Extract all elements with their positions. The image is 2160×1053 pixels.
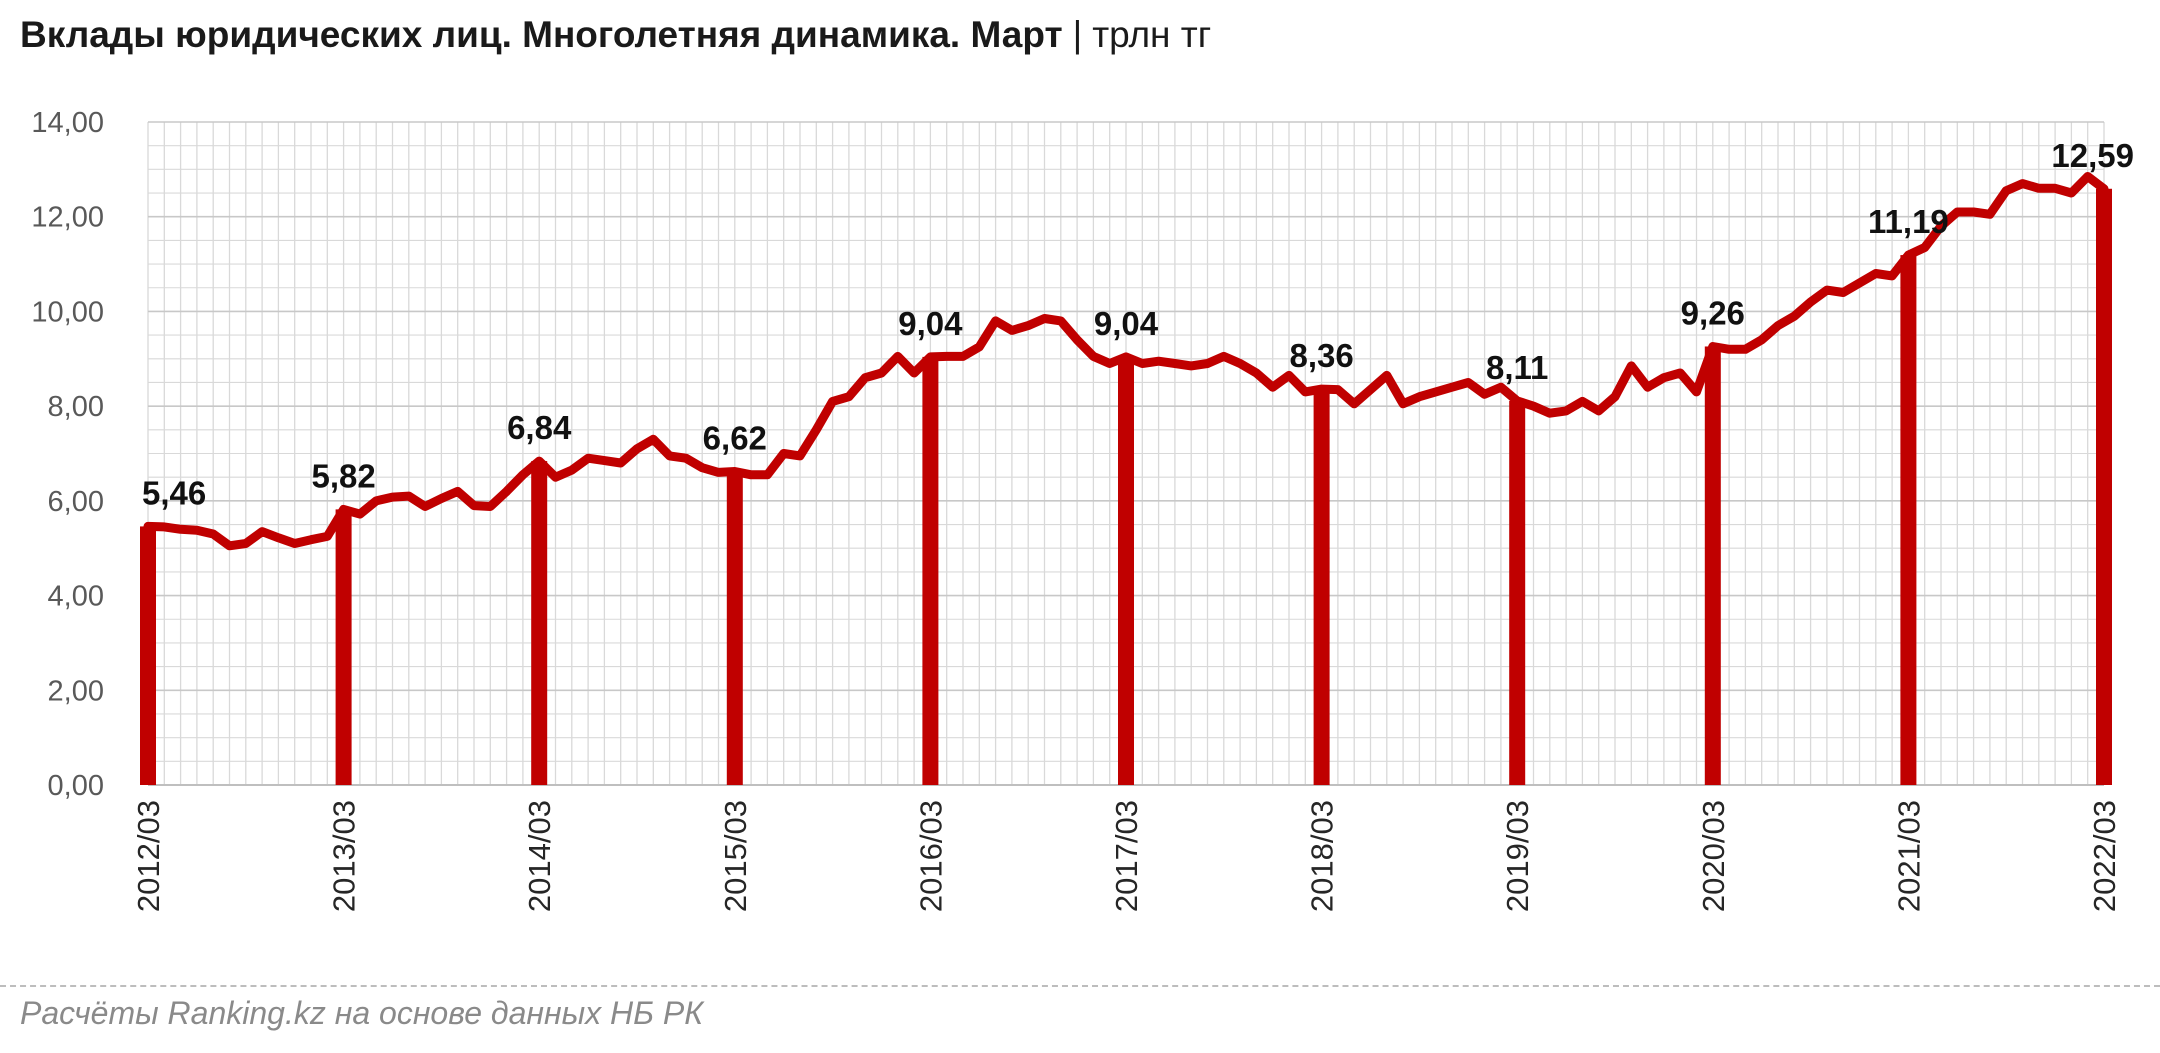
y-tick-label: 2,00 <box>48 675 104 707</box>
title-separator: | <box>1072 14 1083 55</box>
data-label: 5,82 <box>311 457 375 494</box>
bar-march <box>1900 255 1917 785</box>
y-tick-label: 0,00 <box>48 770 104 802</box>
series-line <box>143 172 2109 551</box>
data-label: 8,11 <box>1486 349 1548 386</box>
x-tick-label: 2012/03 <box>131 800 166 912</box>
x-tick-label: 2013/03 <box>327 800 362 912</box>
chart-title-text: Вклады юридических лиц. Многолетняя дина… <box>20 14 1063 55</box>
bar-march <box>531 461 548 785</box>
data-label: 8,36 <box>1289 337 1353 374</box>
x-tick-label: 2014/03 <box>522 800 557 912</box>
bars-layer <box>140 188 2112 786</box>
data-label: 9,04 <box>1094 305 1159 342</box>
x-tick-label: 2022/03 <box>2087 800 2122 912</box>
y-tick-label: 12,00 <box>31 202 104 234</box>
bar-march <box>1509 400 1526 785</box>
y-tick-label: 6,00 <box>48 486 104 518</box>
data-label: 9,04 <box>898 305 963 342</box>
y-tick-label: 10,00 <box>31 296 104 328</box>
data-label: 9,26 <box>1681 294 1745 331</box>
footer-divider <box>0 985 2160 987</box>
x-tick-label: 2021/03 <box>1891 800 1926 912</box>
y-tick-label: 8,00 <box>48 391 104 423</box>
data-label: 5,46 <box>142 474 206 511</box>
x-tick-label: 2015/03 <box>718 800 753 912</box>
chart-title: Вклады юридических лиц. Многолетняя дина… <box>20 14 1211 56</box>
bar-march <box>726 471 743 785</box>
line-layer <box>143 172 2109 551</box>
chart-plot: 0,00 2,00 4,00 6,00 8,00 10,00 12,00 14,00 2012/… <box>31 107 2134 912</box>
x-tick-label: 2019/03 <box>1500 800 1535 912</box>
data-label: 11,19 <box>1868 203 1949 240</box>
source-note: Расчёты Ranking.kz на основе данных НБ Р… <box>20 995 704 1031</box>
data-label: 6,62 <box>703 419 767 456</box>
data-label: 6,84 <box>507 409 572 446</box>
x-tick-label: 2018/03 <box>1305 800 1340 912</box>
bar-march <box>1118 356 1134 785</box>
data-label: 12,59 <box>2051 137 2134 174</box>
bar-march <box>1704 346 1721 785</box>
bar-march <box>1313 389 1330 785</box>
bar-march <box>922 356 939 785</box>
x-tick-label: 2017/03 <box>1109 800 1144 912</box>
axis-layer: 0,00 2,00 4,00 6,00 8,00 10,00 12,00 14,00 2012/… <box>31 107 2122 912</box>
unit-label: трлн тг <box>1092 14 1212 55</box>
bar-march <box>2096 188 2112 786</box>
bar-march <box>140 526 156 785</box>
y-tick-label: 14,00 <box>31 107 104 139</box>
labels-layer: 5,46 5,82 6,84 6,62 9,04 9,04 8,36 8,11 9,26 11,1… <box>142 137 2134 512</box>
x-tick-label: 2016/03 <box>913 800 948 912</box>
y-tick-label: 4,00 <box>48 581 104 613</box>
x-tick-label: 2020/03 <box>1696 800 1731 912</box>
bar-march <box>335 509 352 785</box>
